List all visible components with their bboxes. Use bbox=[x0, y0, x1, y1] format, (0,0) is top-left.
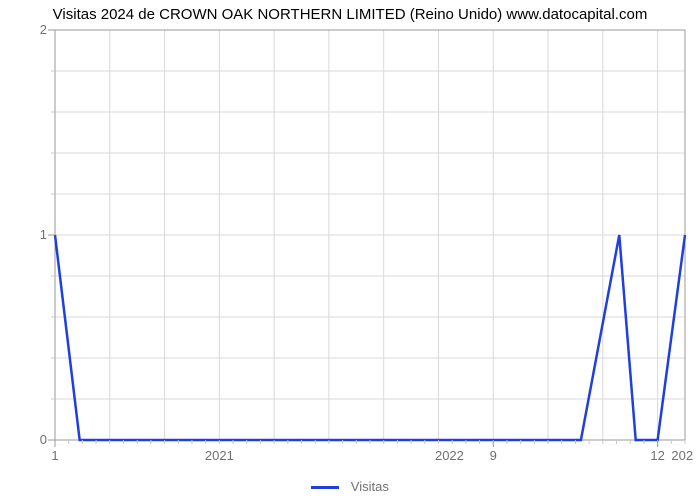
x-year-label: 2022 bbox=[435, 448, 464, 463]
legend-label: Visitas bbox=[351, 479, 389, 494]
x-tick-label: 1 bbox=[51, 448, 58, 463]
x-tick-label: 12 bbox=[650, 448, 664, 463]
y-tick-label: 2 bbox=[17, 22, 47, 37]
chart-container: Visitas 2024 de CROWN OAK NORTHERN LIMIT… bbox=[0, 0, 700, 500]
chart-title: Visitas 2024 de CROWN OAK NORTHERN LIMIT… bbox=[0, 6, 700, 23]
legend-swatch bbox=[311, 486, 339, 489]
x-tick-label: 9 bbox=[490, 448, 497, 463]
x-year-label: 202 bbox=[671, 448, 693, 463]
y-tick-label: 0 bbox=[17, 432, 47, 447]
x-year-label: 2021 bbox=[205, 448, 234, 463]
plot-area bbox=[55, 30, 685, 440]
plot-svg bbox=[55, 30, 685, 440]
legend: Visitas bbox=[0, 479, 700, 494]
y-tick-label: 1 bbox=[17, 227, 47, 242]
